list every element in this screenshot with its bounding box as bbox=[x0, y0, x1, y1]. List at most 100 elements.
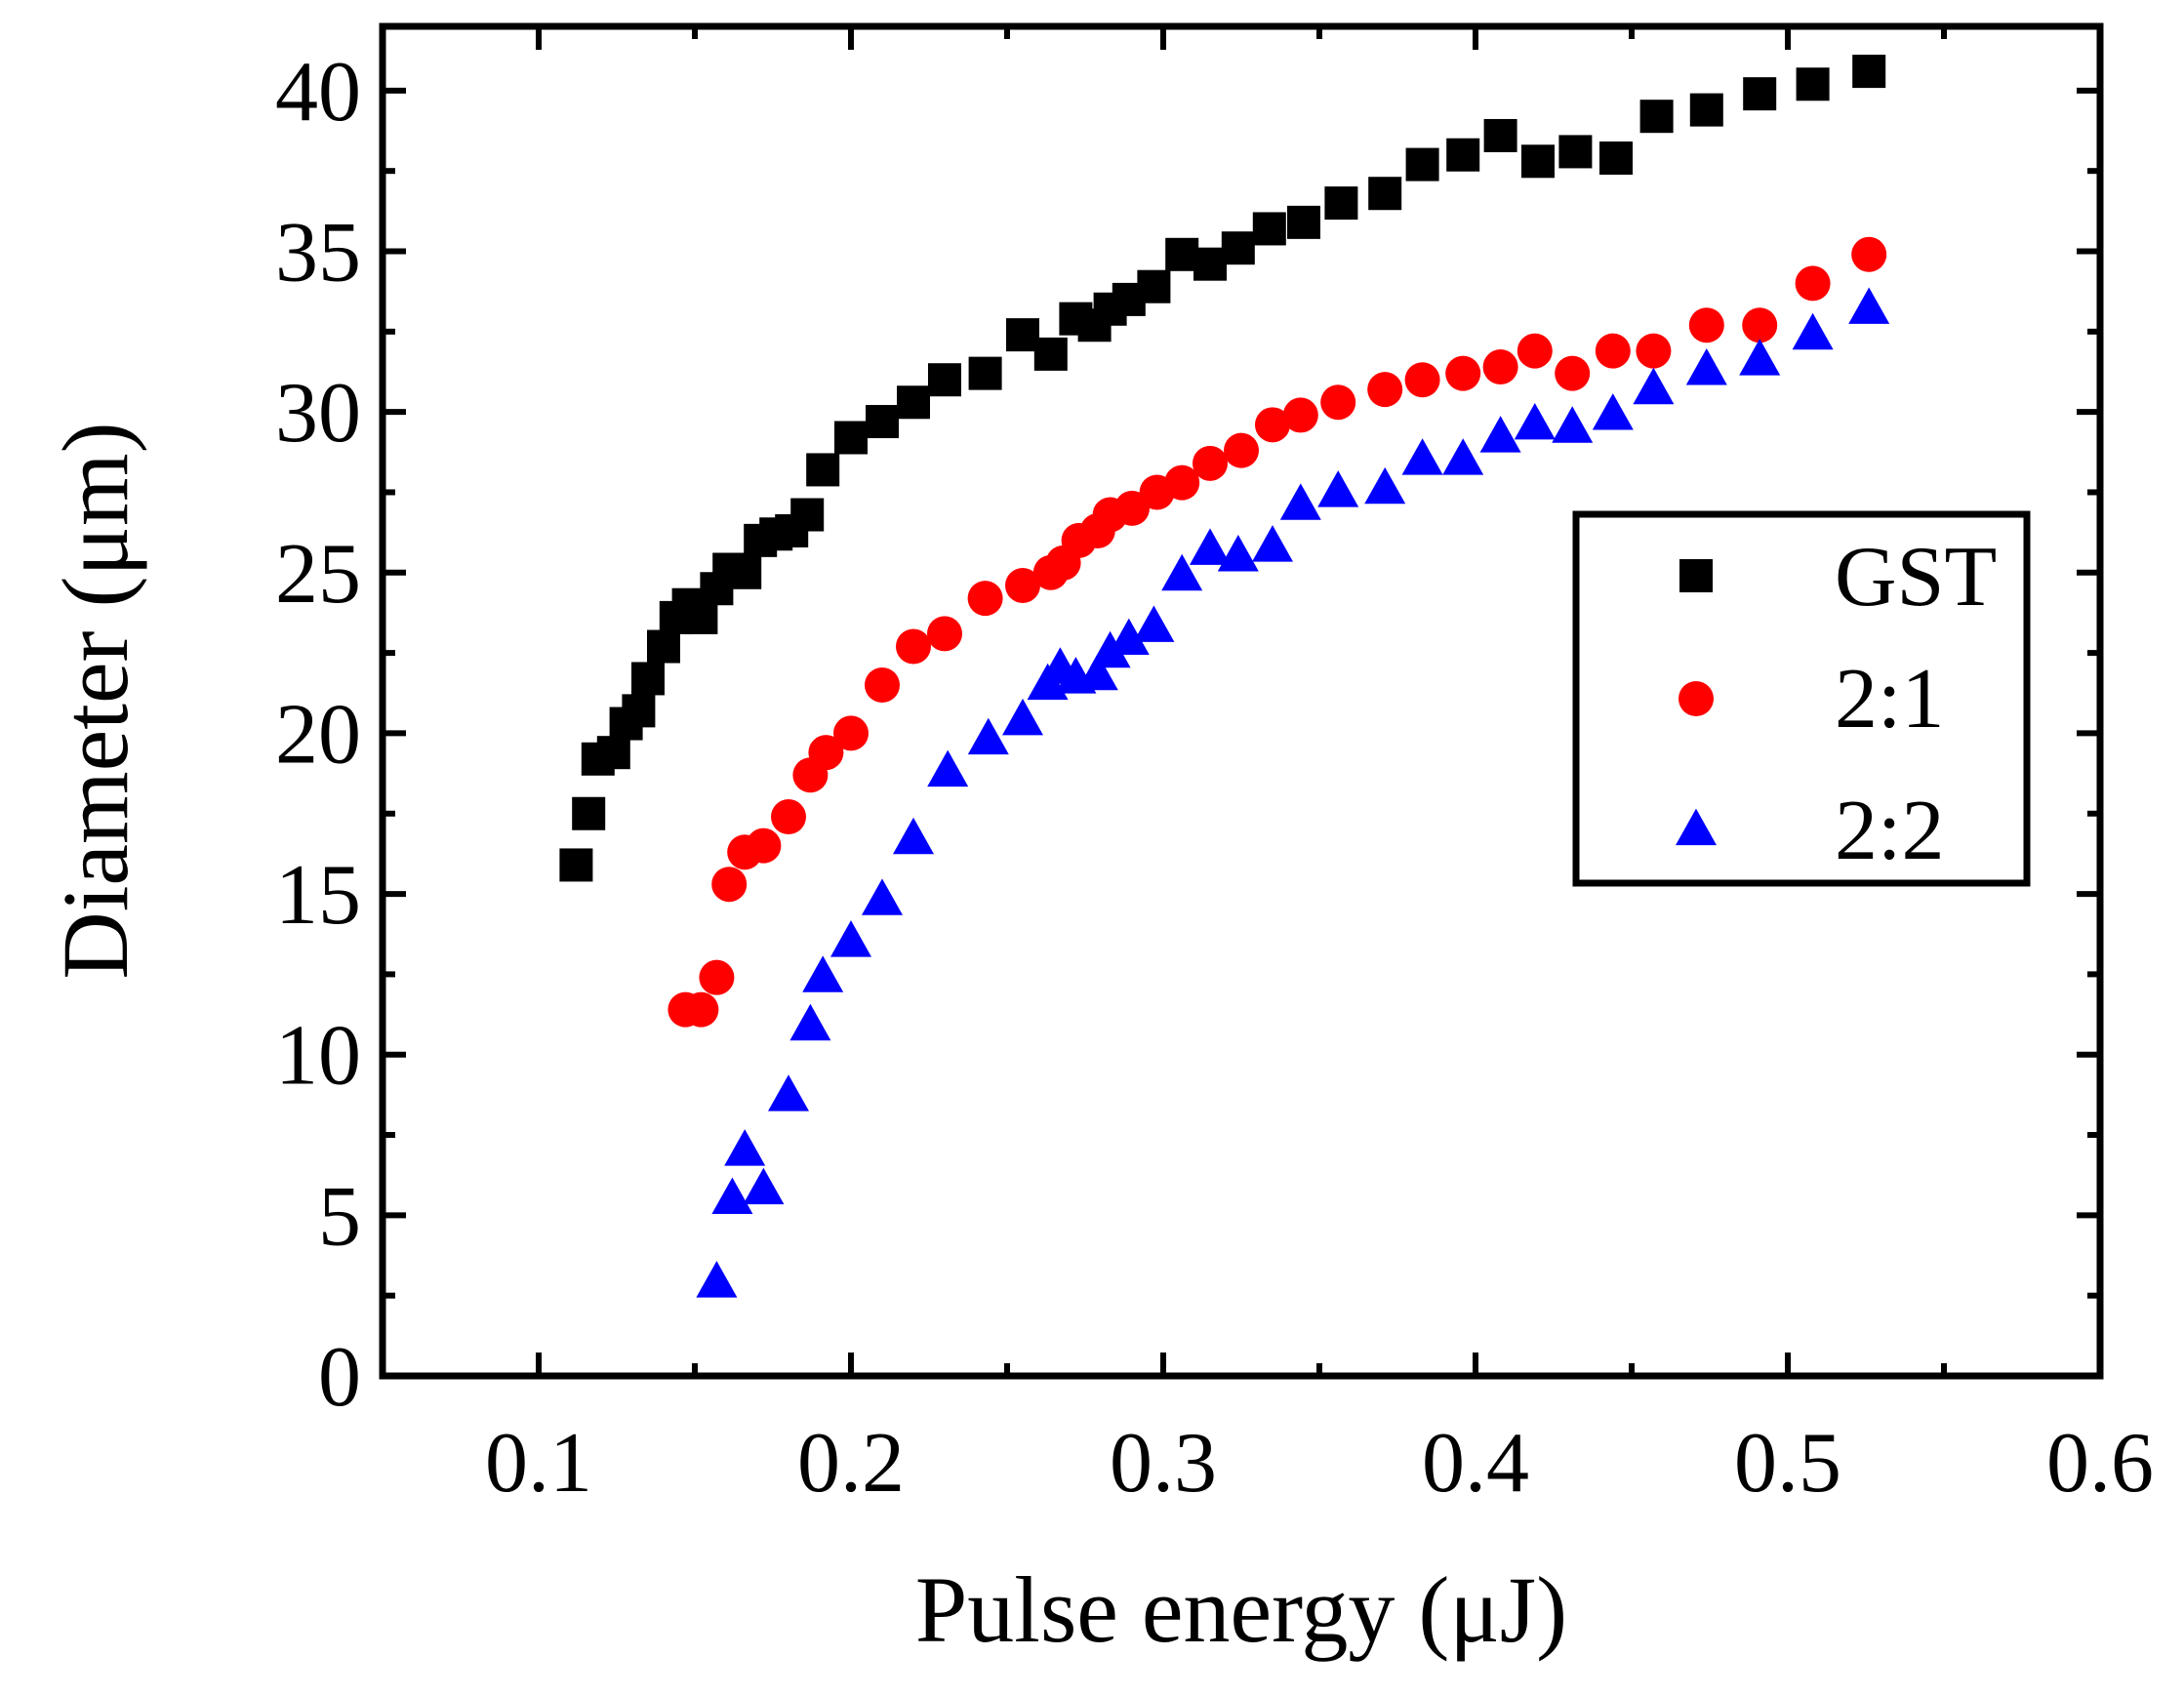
data-point-circle bbox=[1636, 333, 1672, 369]
data-point-triangle bbox=[1552, 406, 1594, 443]
y-tick-label: 0 bbox=[318, 1330, 361, 1425]
data-point-square bbox=[1521, 144, 1555, 179]
legend-label-2-2: 2:2 bbox=[1835, 784, 1944, 878]
legend-marker-square bbox=[1679, 559, 1713, 592]
x-tick-label: 0.4 bbox=[1422, 1416, 1529, 1511]
data-point-triangle bbox=[893, 817, 934, 855]
data-point-circle bbox=[808, 735, 844, 771]
data-point-circle bbox=[1282, 397, 1318, 433]
data-point-square bbox=[1252, 212, 1286, 246]
data-point-triangle bbox=[1190, 528, 1231, 565]
data-point-square bbox=[1165, 237, 1199, 271]
data-point-triangle bbox=[1161, 553, 1203, 591]
data-point-square bbox=[834, 421, 868, 455]
data-point-square bbox=[790, 498, 825, 532]
data-point-triangle bbox=[1364, 466, 1406, 505]
data-point-circle bbox=[683, 991, 719, 1028]
data-point-square bbox=[897, 385, 930, 420]
data-point-circle bbox=[1851, 236, 1887, 272]
y-tick-label: 15 bbox=[275, 848, 361, 943]
data-point-square bbox=[1033, 337, 1068, 371]
data-point-square bbox=[622, 694, 656, 728]
data-point-triangle bbox=[830, 920, 871, 957]
data-point-square bbox=[928, 363, 961, 397]
data-point-square bbox=[1796, 67, 1830, 101]
data-point-square bbox=[1287, 205, 1320, 239]
data-point-circle bbox=[1404, 362, 1440, 398]
data-point-triangle bbox=[927, 749, 969, 787]
data-point-circle bbox=[1482, 349, 1518, 385]
data-point-triangle bbox=[1442, 438, 1484, 475]
data-point-circle bbox=[1795, 265, 1831, 302]
legend-box bbox=[1572, 510, 2031, 887]
data-point-triangle bbox=[789, 1003, 831, 1041]
data-point-circle bbox=[833, 715, 869, 751]
data-point-square bbox=[1639, 100, 1674, 134]
data-point-square bbox=[572, 796, 606, 830]
data-point-triangle bbox=[1317, 470, 1359, 507]
data-point-triangle bbox=[1089, 630, 1131, 668]
y-tick-label: 5 bbox=[318, 1169, 361, 1264]
data-point-triangle bbox=[1108, 618, 1150, 656]
data-point-circle bbox=[1114, 490, 1150, 526]
data-point-triangle bbox=[802, 955, 844, 992]
x-tick-label: 0.6 bbox=[2046, 1416, 2154, 1511]
series-2 bbox=[667, 236, 1887, 1028]
data-point-triangle bbox=[711, 1177, 753, 1215]
data-point-triangle bbox=[1739, 339, 1781, 376]
data-points bbox=[559, 55, 1890, 1298]
data-point-triangle bbox=[743, 1167, 785, 1205]
data-point-circle bbox=[1164, 464, 1200, 501]
data-point-square bbox=[866, 405, 899, 439]
data-point-circle bbox=[1224, 432, 1259, 468]
x-tick-label: 0.5 bbox=[1734, 1416, 1841, 1511]
tick-labels: 0.1 0.2 0.3 0.4 0.5 0.6 0 5 10 15 20 25 30 35 40 bbox=[275, 45, 2154, 1511]
data-point-square bbox=[806, 453, 840, 487]
y-tick-label: 25 bbox=[275, 527, 361, 622]
data-point-square bbox=[1852, 55, 1886, 89]
data-point-triangle bbox=[1685, 348, 1727, 385]
legend: GST 2:1 2:2 bbox=[1572, 510, 2031, 887]
x-axis-title: Pulse energy (μJ) bbox=[915, 1557, 1567, 1662]
data-point-triangle bbox=[1279, 483, 1321, 520]
y-tick-label: 20 bbox=[275, 687, 361, 782]
data-point-square bbox=[1405, 147, 1439, 182]
data-point-square bbox=[1368, 177, 1402, 211]
data-point-circle bbox=[1320, 384, 1356, 421]
y-tick-label: 10 bbox=[275, 1009, 361, 1104]
data-point-circle bbox=[967, 581, 1003, 617]
data-point-circle bbox=[1595, 333, 1631, 369]
data-point-square bbox=[1599, 141, 1633, 176]
data-point-triangle bbox=[1633, 367, 1675, 405]
legend-marker-triangle bbox=[1676, 808, 1717, 846]
x-tick-label: 0.3 bbox=[1110, 1416, 1217, 1511]
data-point-triangle bbox=[1252, 525, 1293, 562]
data-point-triangle bbox=[1848, 287, 1890, 324]
y-tick-label: 35 bbox=[275, 206, 361, 301]
data-point-square bbox=[559, 848, 593, 882]
data-point-circle bbox=[1688, 307, 1724, 343]
data-point-square bbox=[1137, 269, 1171, 303]
data-point-square bbox=[684, 600, 718, 634]
legend-markers bbox=[1676, 559, 1717, 846]
data-point-circle bbox=[1445, 355, 1481, 391]
data-point-triangle bbox=[1133, 605, 1175, 642]
data-point-circle bbox=[865, 667, 900, 704]
legend-label-gst: GST bbox=[1835, 530, 1997, 625]
data-point-square bbox=[968, 356, 1002, 390]
data-point-triangle bbox=[1217, 535, 1259, 572]
data-point-square bbox=[647, 629, 680, 664]
y-tick-label: 40 bbox=[275, 45, 361, 140]
data-point-square bbox=[596, 736, 630, 770]
data-point-circle bbox=[927, 616, 962, 652]
y-tick-label: 30 bbox=[275, 366, 361, 461]
data-point-circle bbox=[699, 959, 735, 995]
data-point-triangle bbox=[1076, 653, 1118, 691]
data-point-circle bbox=[896, 628, 931, 665]
data-point-square bbox=[1446, 138, 1480, 172]
data-point-square bbox=[1689, 93, 1723, 127]
data-point-triangle bbox=[1479, 416, 1521, 453]
data-point-circle bbox=[1193, 445, 1228, 481]
data-point-circle bbox=[771, 799, 806, 835]
